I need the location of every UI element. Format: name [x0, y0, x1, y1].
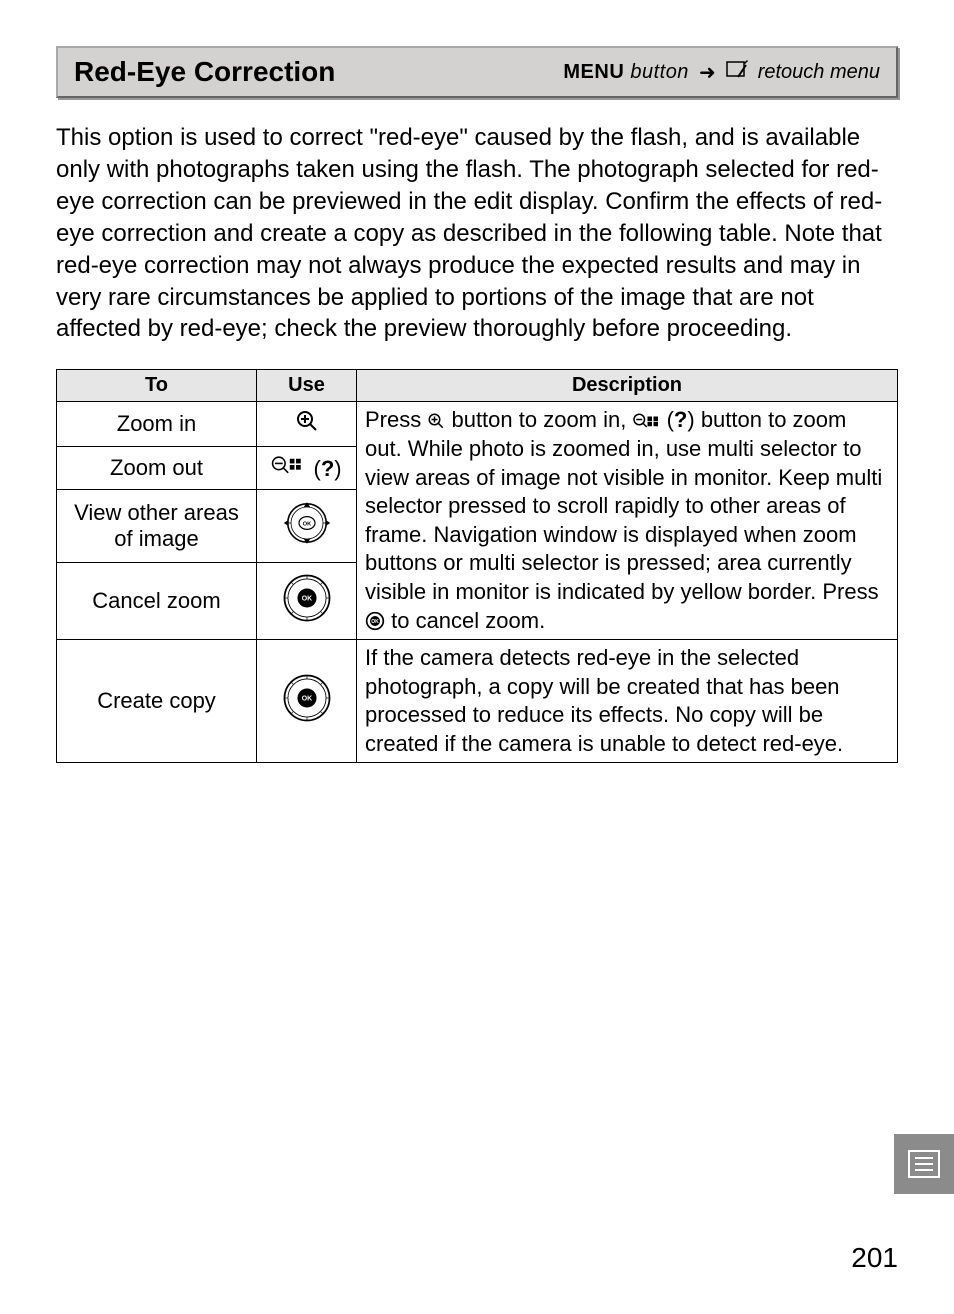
desc-create-copy: If the camera detects red-eye in the sel…	[357, 640, 898, 763]
table-row: Create copy OK	[57, 640, 898, 763]
col-desc: Description	[357, 370, 898, 402]
col-to: To	[57, 370, 257, 402]
to-view-other: View other areas of image	[57, 490, 257, 563]
use-zoom-out: (?)	[257, 447, 357, 490]
svg-text:OK: OK	[302, 521, 310, 527]
section-title: Red-Eye Correction	[74, 56, 335, 88]
question-mark: ?	[321, 456, 334, 481]
table-row: Zoom in Press button to zoom in, (?) but…	[57, 402, 898, 447]
ok-dial-icon: OK	[281, 672, 333, 724]
svg-text:OK: OK	[301, 696, 311, 703]
use-ok-cancel: OK	[257, 562, 357, 639]
to-zoom-out: Zoom out	[57, 447, 257, 490]
use-ok-create: OK	[257, 640, 357, 763]
col-use: Use	[257, 370, 357, 402]
intro-paragraph: This option is used to correct "red-eye"…	[56, 122, 898, 345]
ok-dial-icon: OK	[281, 572, 333, 624]
svg-text:OK: OK	[301, 596, 311, 603]
use-zoom-in	[257, 402, 357, 447]
menu-list-icon	[907, 1149, 941, 1179]
menu-breadcrumb: MENU button ➜ retouch menu	[563, 59, 880, 85]
to-zoom-in: Zoom in	[57, 402, 257, 447]
menu-label: MENU	[563, 61, 624, 83]
to-create-copy: Create copy	[57, 640, 257, 763]
desc-zoom-shared: Press button to zoom in, (?) button to z…	[357, 402, 898, 640]
page-number: 201	[851, 1242, 898, 1274]
ok-icon: OK	[365, 611, 385, 631]
retouch-label: retouch menu	[758, 61, 880, 84]
svg-text:OK: OK	[371, 619, 379, 625]
zoom-out-icon	[632, 412, 660, 430]
button-word: button	[630, 61, 689, 83]
retouch-icon	[726, 59, 748, 85]
zoom-in-icon	[427, 412, 445, 430]
zoom-out-icon	[271, 454, 307, 476]
section-tab	[894, 1134, 954, 1194]
arrow-icon: ➜	[699, 60, 716, 85]
multi-selector-icon: OK	[279, 499, 335, 547]
use-multi-selector: OK	[257, 490, 357, 563]
zoom-in-icon	[295, 409, 319, 433]
to-cancel-zoom: Cancel zoom	[57, 562, 257, 639]
section-title-bar: Red-Eye Correction MENU button ➜ retouch…	[56, 46, 898, 98]
controls-table: To Use Description Zoom in Press button …	[56, 369, 898, 763]
page: Red-Eye Correction MENU button ➜ retouch…	[0, 0, 954, 1314]
